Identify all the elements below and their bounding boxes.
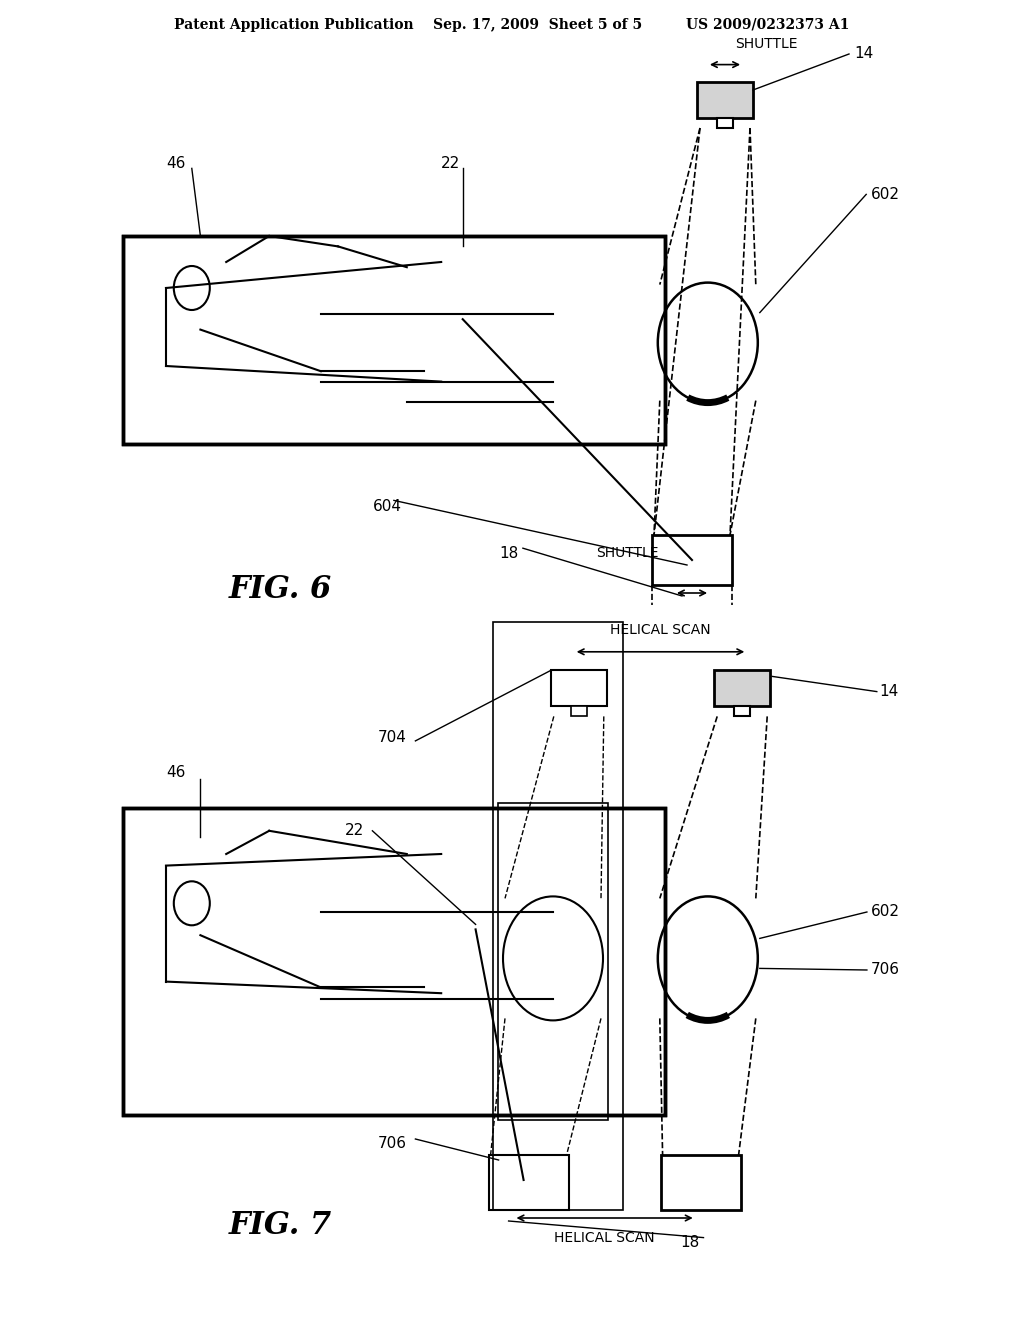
Bar bbox=[498, 803, 608, 1119]
Text: SHUTTLE: SHUTTLE bbox=[735, 37, 798, 50]
Text: HELICAL SCAN: HELICAL SCAN bbox=[554, 1232, 655, 1245]
Text: 14: 14 bbox=[880, 684, 899, 700]
Text: 704: 704 bbox=[378, 730, 407, 746]
Bar bbox=[123, 236, 665, 444]
Bar bbox=[123, 808, 665, 1115]
Bar bbox=[697, 82, 753, 117]
Bar bbox=[660, 1155, 740, 1210]
Text: 604: 604 bbox=[373, 499, 401, 513]
Text: 706: 706 bbox=[871, 962, 900, 978]
Text: 706: 706 bbox=[378, 1137, 407, 1151]
Text: 22: 22 bbox=[344, 824, 364, 838]
Text: 46: 46 bbox=[166, 766, 185, 780]
Text: 14: 14 bbox=[854, 46, 873, 62]
Text: FIG. 6: FIG. 6 bbox=[228, 574, 332, 606]
Text: Patent Application Publication    Sep. 17, 2009  Sheet 5 of 5         US 2009/02: Patent Application Publication Sep. 17, … bbox=[174, 18, 850, 32]
Bar bbox=[123, 808, 665, 1115]
Bar bbox=[734, 706, 751, 717]
Bar bbox=[551, 671, 607, 706]
Bar bbox=[493, 623, 623, 1210]
Bar bbox=[123, 236, 665, 444]
Bar bbox=[717, 117, 733, 128]
Text: 18: 18 bbox=[680, 1236, 699, 1250]
Text: FIG. 7: FIG. 7 bbox=[228, 1209, 332, 1241]
Text: SHUTTLE: SHUTTLE bbox=[596, 546, 658, 560]
Bar bbox=[488, 1155, 568, 1210]
Bar bbox=[652, 535, 732, 585]
Text: HELICAL SCAN: HELICAL SCAN bbox=[610, 623, 711, 636]
Bar bbox=[714, 671, 770, 706]
Text: 46: 46 bbox=[166, 156, 185, 170]
Text: 22: 22 bbox=[441, 156, 461, 170]
Text: 602: 602 bbox=[871, 904, 900, 920]
Bar bbox=[570, 706, 587, 717]
Text: 602: 602 bbox=[871, 187, 900, 202]
Text: 18: 18 bbox=[500, 545, 518, 561]
